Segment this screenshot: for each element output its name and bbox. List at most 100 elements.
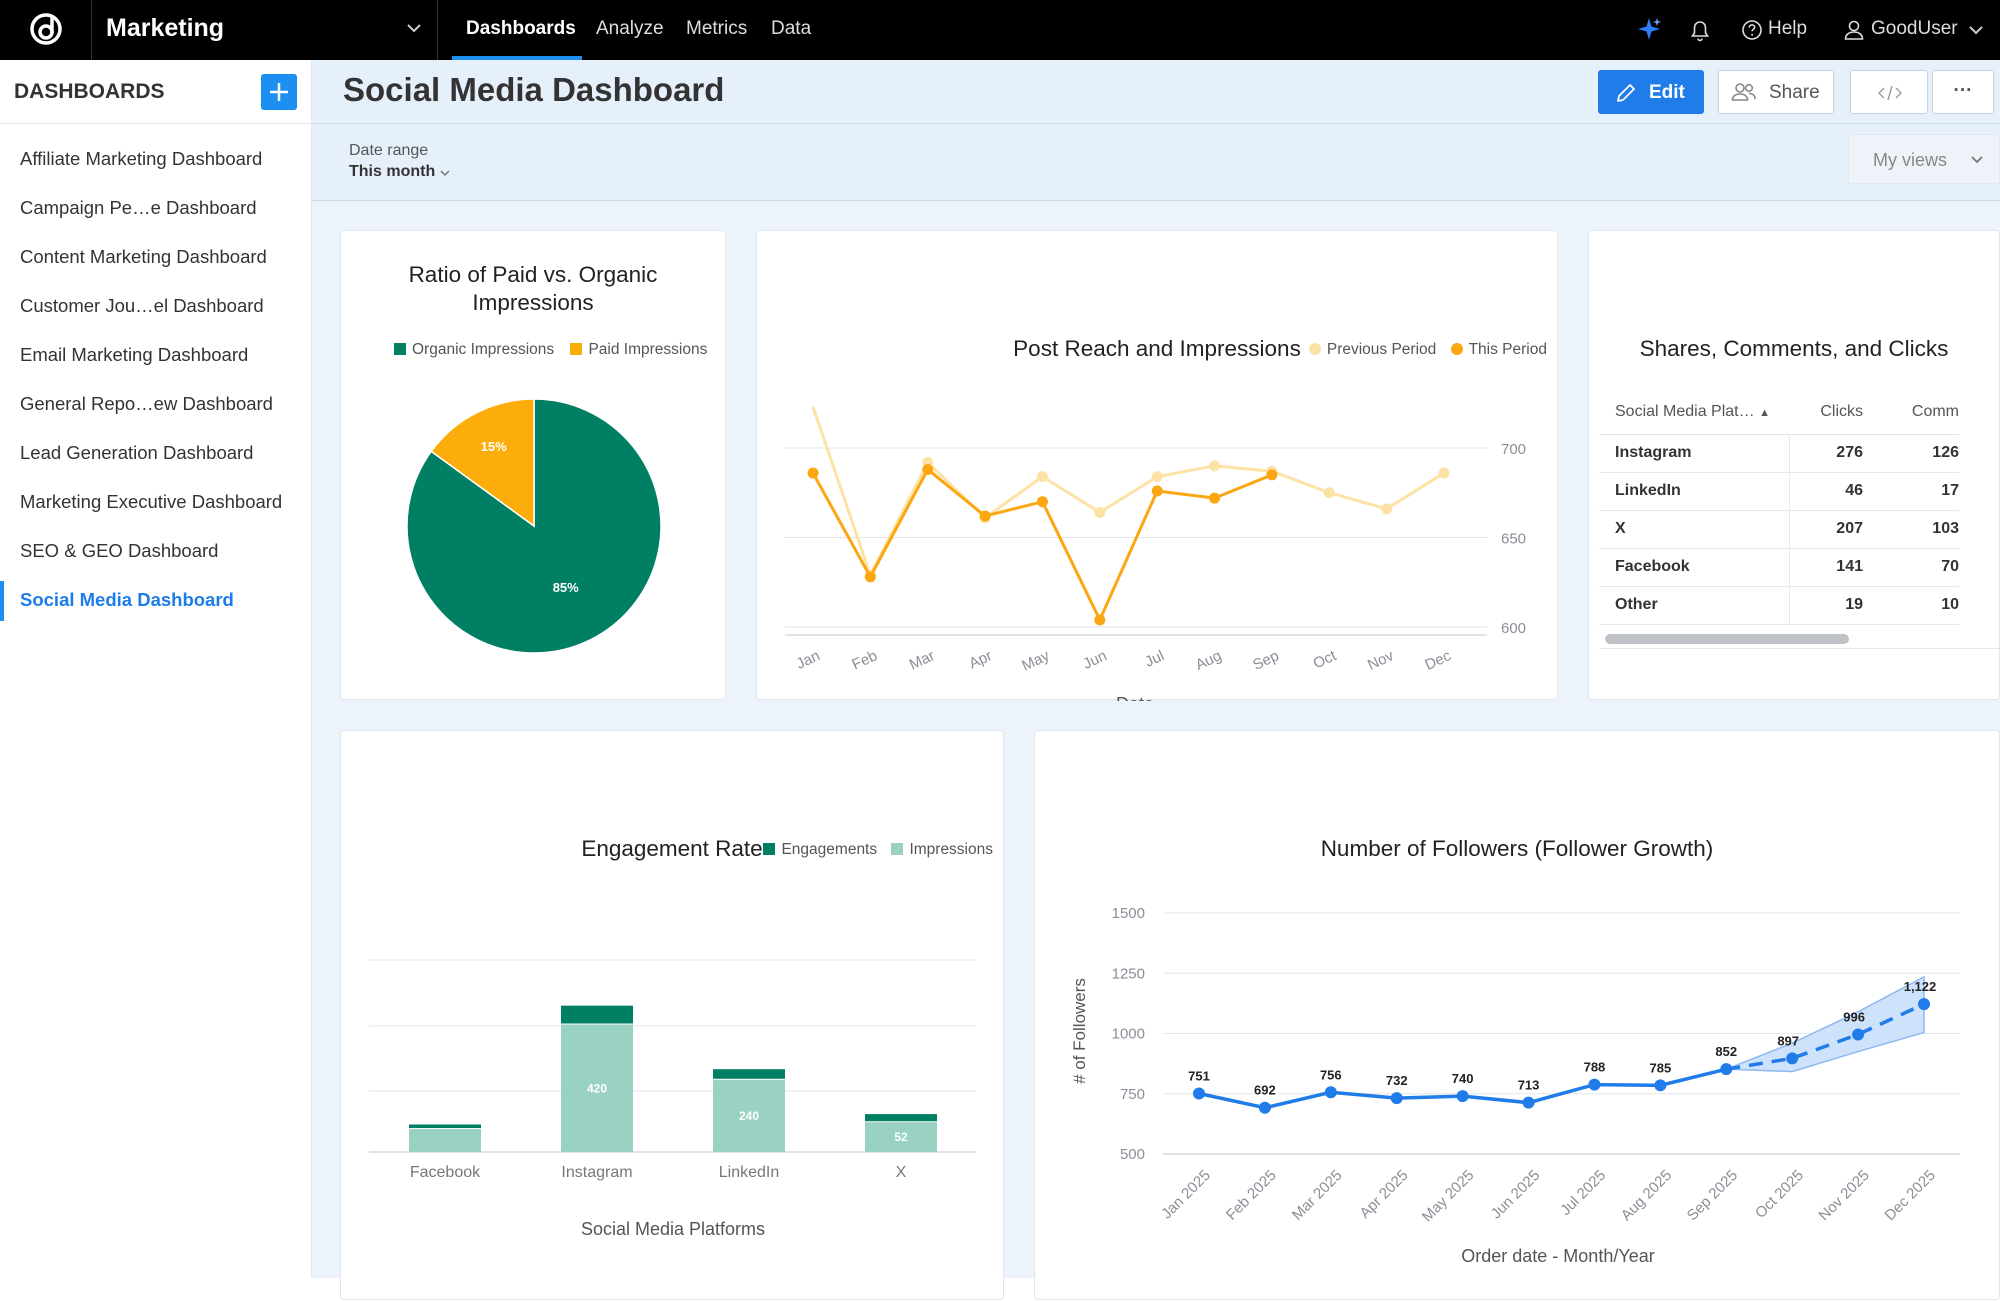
data-label: 1,122 [1904, 979, 1937, 994]
legend-swatch [1308, 343, 1321, 355]
app-logo[interactable] [0, 0, 92, 60]
chart-title: Shares, Comments, and Clicks [1639, 336, 1949, 361]
x-tick-label: Dec 2025 [1881, 1167, 1938, 1224]
data-point [1266, 469, 1278, 481]
legend-swatch [570, 343, 583, 355]
workspace-switcher[interactable]: Marketing [92, 0, 438, 60]
x-tick-label: Apr 2025 [1356, 1167, 1411, 1222]
x-tick-label: Aug [1193, 647, 1224, 674]
dashboard-main: Social Media Dashboard Edit Share ··· [312, 60, 2000, 1300]
horizontal-scrollbar[interactable] [1605, 634, 1849, 644]
table-header-row: Social Media Plat… ▲ Clicks Comm [1599, 391, 1959, 434]
legend-swatch [763, 843, 776, 855]
sidebar-item-social-media[interactable]: Social Media Dashboard [0, 581, 312, 621]
nav-analyze[interactable]: Analyze [596, 18, 664, 39]
data-point [1036, 496, 1048, 508]
chart-title: Post Reach and Impressions [1013, 336, 1301, 361]
data-point [1193, 1087, 1205, 1100]
legend-item-engagements[interactable]: Engagements [763, 841, 877, 858]
data-point-forecast [1786, 1052, 1799, 1065]
legend-item-paid[interactable]: Paid Impressions [570, 341, 707, 358]
x-tick-label: Dec [1422, 647, 1454, 674]
sidebar-item-affiliate-marketing[interactable]: Affiliate Marketing Dashboard [0, 140, 312, 180]
ai-sparkle-icon[interactable] [1636, 16, 1662, 42]
y-axis-title: # of Followers [1070, 978, 1089, 1084]
legend-item-organic[interactable]: Organic Impressions [394, 341, 554, 358]
column-header-comments[interactable]: Comm [1875, 391, 1959, 434]
table-row[interactable]: Facebook 141 70 [1599, 548, 1959, 586]
x-tick-label: X [896, 1164, 907, 1181]
x-tick-label: Instagram [561, 1164, 632, 1181]
help-link[interactable]: Help [1768, 18, 1808, 39]
sidebar-item-content-marketing[interactable]: Content Marketing Dashboard [0, 238, 312, 278]
nav-dashboards[interactable]: Dashboards [466, 18, 576, 39]
x-tick-label: Mar 2025 [1289, 1167, 1346, 1224]
sidebar-item-lead-generation[interactable]: Lead Generation Dashboard [0, 434, 312, 474]
cell-platform: LinkedIn [1599, 472, 1790, 510]
table-row[interactable]: LinkedIn 46 17 [1599, 472, 1959, 510]
edit-button[interactable]: Edit [1598, 70, 1704, 114]
x-tick-label: Feb [849, 647, 880, 673]
post-reach-line-chart: 600 650 700 Jan Feb Mar Apr May Jun Jul Aug Sep Oct N… [785, 406, 1526, 701]
share-label: Share [1769, 82, 1820, 103]
sidebar-item-marketing-executive[interactable]: Marketing Executive Dashboard [0, 483, 312, 523]
more-options-button[interactable]: ··· [1932, 70, 1994, 114]
column-header-platform[interactable]: Social Media Plat… ▲ [1599, 391, 1789, 434]
my-views-dropdown[interactable]: My views [1848, 134, 2000, 184]
table-row[interactable]: Instagram 276 126 [1599, 434, 1959, 472]
legend-item-previous-period[interactable]: Previous Period [1308, 341, 1436, 358]
x-tick-label: Jan [794, 647, 823, 673]
chevron-down-icon[interactable] [1966, 20, 1986, 40]
bar-engagements-x [865, 1114, 937, 1122]
data-point [1381, 503, 1393, 515]
bar-value-label: 420 [587, 1081, 607, 1095]
sidebar-item-label: Lead Generation Dashboard [20, 442, 254, 463]
nav-metrics[interactable]: Metrics [686, 18, 748, 39]
user-menu[interactable]: GoodUser [1871, 18, 1958, 39]
nav-data[interactable]: Data [771, 18, 812, 39]
table-row[interactable]: X 207 103 [1599, 510, 1959, 548]
sidebar-item-seo-geo[interactable]: SEO & GEO Dashboard [0, 532, 312, 572]
sidebar-item-customer-journey[interactable]: Customer Jou…el Dashboard [0, 287, 312, 327]
bell-icon[interactable] [1690, 20, 1710, 42]
shares-comments-clicks-card: Shares, Comments, and Clicks Social Medi… [1588, 230, 2000, 700]
x-tick-label: Nov 2025 [1815, 1167, 1872, 1224]
sidebar-item-campaign-performance[interactable]: Campaign Pe…e Dashboard [0, 189, 312, 229]
series-line-previous-period [811, 406, 1445, 579]
x-tick-label: Feb 2025 [1223, 1167, 1280, 1224]
table-row[interactable]: Other 19 10 [1599, 586, 1959, 624]
legend-item-impressions[interactable]: Impressions [891, 841, 993, 858]
x-tick-label: Jul 2025 [1557, 1167, 1609, 1219]
date-range-filter[interactable]: Date range This month [312, 124, 472, 201]
legend-item-this-period[interactable]: This Period [1450, 341, 1547, 358]
user-icon[interactable] [1843, 19, 1865, 41]
data-point [1324, 1086, 1337, 1099]
column-header-clicks[interactable]: Clicks [1789, 391, 1875, 434]
x-axis-title: Date [1116, 694, 1154, 701]
legend-label: Paid Impressions [588, 341, 708, 358]
active-nav-indicator [452, 56, 582, 60]
pie-chart: 85% 15% [406, 398, 662, 654]
embed-button[interactable] [1850, 70, 1928, 114]
chart-title: Number of Followers (Follower Growth) [1320, 836, 1714, 861]
x-tick-label: Jun 2025 [1488, 1167, 1544, 1223]
y-tick-label: 1250 [1112, 965, 1145, 982]
paid-vs-organic-card: Ratio of Paid vs. Organic Impressions Or… [340, 230, 726, 700]
legend-label: This Period [1468, 341, 1547, 358]
chart-legend: Engagements Impressions [763, 841, 993, 859]
code-icon [1878, 85, 1902, 101]
x-axis-title: Order date - Month/Year [1461, 1246, 1654, 1266]
sidebar-item-label: General Repo…ew Dashboard [20, 393, 273, 414]
bar-value-label: 52 [894, 1130, 908, 1144]
add-dashboard-button[interactable] [261, 74, 297, 110]
chevron-down-icon [407, 24, 421, 33]
sidebar-item-email-marketing[interactable]: Email Marketing Dashboard [0, 336, 312, 376]
column-header-label: Social Media Plat… [1615, 403, 1755, 421]
legend-label: Organic Impressions [412, 341, 555, 358]
cell-comments: 70 [1941, 558, 1959, 575]
data-label: 740 [1452, 1071, 1474, 1086]
sidebar-item-general-reporting[interactable]: General Repo…ew Dashboard [0, 385, 312, 425]
help-icon[interactable] [1741, 19, 1763, 41]
dashboards-sidebar: DASHBOARDS Affiliate Marketing Dashboard… [0, 60, 312, 1278]
share-button[interactable]: Share [1718, 70, 1834, 114]
